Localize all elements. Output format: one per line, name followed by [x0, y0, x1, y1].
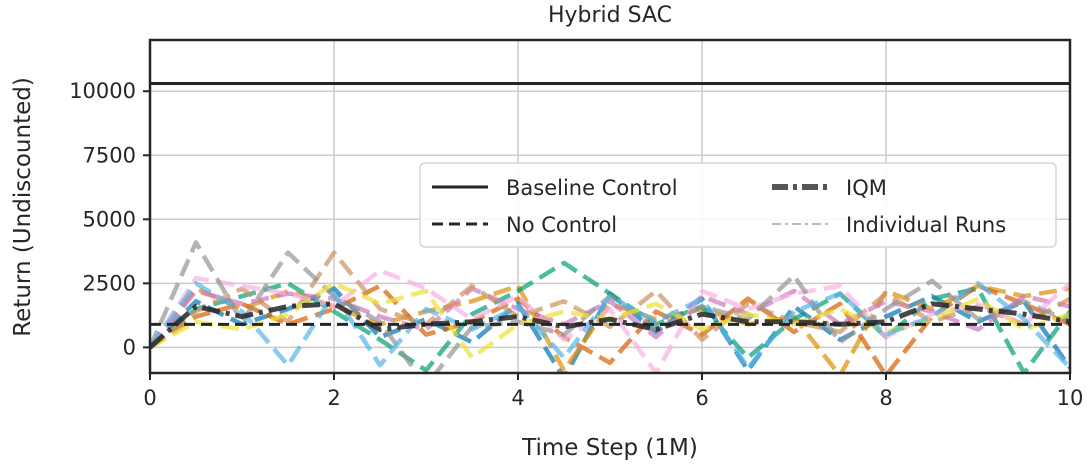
legend-label: Individual Runs — [846, 213, 1006, 237]
legend: Baseline Control No Control IQM Individual … — [419, 162, 1057, 248]
x-tick-label: 10 — [1057, 386, 1084, 410]
x-axis-ticks: 0 2 4 6 8 10 — [143, 373, 1083, 410]
y-tick-label: 5000 — [83, 207, 136, 231]
individual-run-line — [150, 283, 1070, 373]
y-tick-label: 10000 — [69, 79, 136, 103]
individual-run-line — [150, 240, 1070, 373]
plot-frame — [148, 38, 1072, 375]
grid — [149, 40, 1071, 373]
iqm-series — [150, 301, 1070, 350]
legend-label: No Control — [506, 213, 617, 237]
y-tick-label: 7500 — [83, 143, 136, 167]
individual-run-line — [150, 281, 1070, 371]
chart-title: Hybrid SAC — [548, 3, 672, 28]
legend-label: Baseline Control — [506, 176, 678, 200]
legend-box — [419, 162, 1057, 248]
y-axis-ticks: 0 2500 5000 7500 10000 — [69, 79, 150, 359]
y-tick-label: 0 — [123, 335, 136, 359]
x-tick-label: 4 — [511, 386, 524, 410]
iqm-line — [150, 301, 1070, 350]
y-tick-label: 2500 — [83, 271, 136, 295]
x-axis-label: Time Step (1M) — [521, 435, 698, 461]
x-tick-label: 6 — [695, 386, 708, 410]
x-tick-label: 8 — [879, 386, 892, 410]
legend-label: IQM — [846, 176, 887, 200]
y-axis-label: Return (Undiscounted) — [10, 77, 36, 337]
x-tick-label: 0 — [143, 386, 156, 410]
x-tick-label: 2 — [327, 386, 340, 410]
reference-lines — [150, 82, 1070, 326]
